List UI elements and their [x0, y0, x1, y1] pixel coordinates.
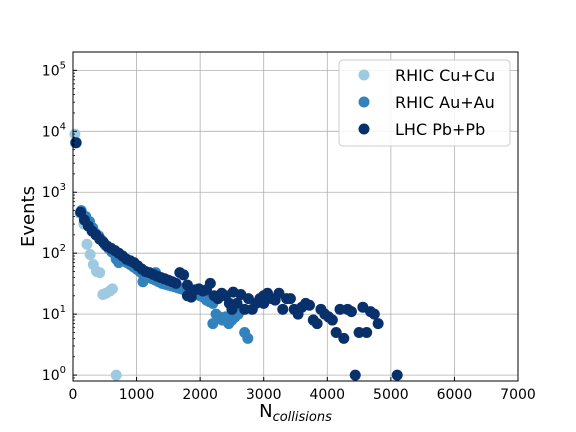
point-2-26 [170, 277, 182, 289]
x-tick-label-5: 5000 [373, 387, 409, 403]
point-2-56 [284, 293, 296, 305]
point-2-61 [303, 299, 315, 311]
y-tick-label-4: 104 [42, 121, 66, 140]
point-2-82 [226, 303, 238, 315]
point-0-3 [81, 238, 93, 250]
point-2-78 [368, 308, 380, 320]
y-tick-label-5: 105 [42, 60, 66, 79]
x-tick-label-6: 6000 [437, 387, 473, 403]
point-2-73 [349, 369, 361, 381]
point-2-83 [181, 279, 193, 291]
point-2-35 [204, 277, 216, 289]
point-2-76 [361, 326, 373, 338]
point-2-72 [345, 306, 357, 318]
y-tick-label-2: 102 [42, 243, 66, 262]
legend-label-0: RHIC Cu+Cu [395, 66, 495, 85]
point-2-69 [334, 303, 346, 315]
data-points [69, 128, 403, 381]
y-tick-label-0: 100 [42, 365, 66, 384]
legend-marker-1 [358, 96, 370, 108]
axis-ticks: 0 1000 2000 3000 4000 5000 6000 7000 100 101 102 10… [42, 51, 536, 403]
point-2-53 [273, 287, 285, 299]
legend-marker-2 [358, 123, 370, 135]
series-2 [70, 137, 403, 381]
legend: RHIC Cu+Cu RHIC Au+Au LHC Pb+Pb [338, 59, 511, 147]
x-tick-label-2: 2000 [182, 387, 218, 403]
y-tick-label-3: 103 [42, 182, 66, 201]
point-1-59 [207, 318, 219, 330]
point-2-0 [70, 137, 82, 149]
point-0-4 [84, 249, 96, 261]
point-2-63 [311, 318, 323, 330]
x-tick-label-0: 0 [69, 387, 78, 403]
point-1-52 [242, 332, 254, 344]
x-tick-label-1: 1000 [119, 387, 155, 403]
point-2-81 [258, 297, 270, 309]
point-2-67 [326, 314, 338, 326]
legend-box [338, 59, 511, 147]
point-2-68 [330, 326, 342, 338]
legend-label-2: LHC Pb+Pb [395, 120, 485, 139]
x-tick-label-7: 7000 [500, 387, 536, 403]
legend-label-1: RHIC Au+Au [395, 93, 495, 112]
point-2-28 [178, 269, 190, 281]
y-axis-label: Events [18, 186, 39, 247]
y-tick-label-1: 101 [42, 304, 66, 323]
x-tick-label-3: 3000 [246, 387, 282, 403]
point-2-80 [391, 369, 403, 381]
point-2-70 [338, 332, 350, 344]
point-2-44 [239, 303, 251, 315]
point-0-7 [94, 267, 106, 279]
point-0-12 [110, 369, 122, 381]
x-axis-label: Ncollisions [259, 401, 332, 425]
point-2-79 [372, 318, 384, 330]
point-0-11 [106, 283, 118, 295]
point-2-74 [353, 326, 365, 338]
point-2-54 [277, 303, 289, 315]
legend-marker-0 [358, 69, 370, 81]
x-tick-label-4: 4000 [309, 387, 345, 403]
